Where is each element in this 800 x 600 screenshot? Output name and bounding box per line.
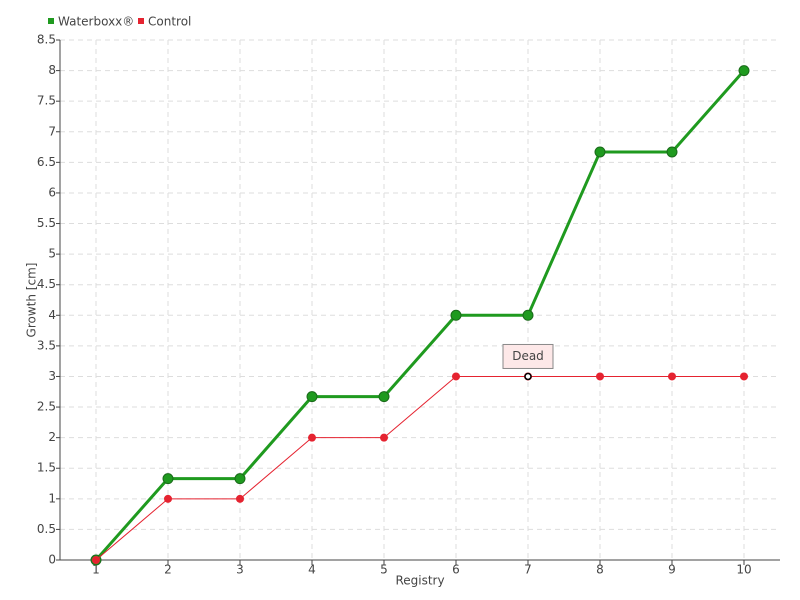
data-point bbox=[234, 473, 246, 485]
x-tick-label: 8 bbox=[596, 563, 604, 577]
y-tick-label: 6 bbox=[48, 185, 56, 199]
y-tick-label: 8.5 bbox=[37, 33, 56, 47]
y-tick-label: 2.5 bbox=[37, 400, 56, 414]
x-tick-label: 4 bbox=[308, 563, 316, 577]
x-axis-label: Registry bbox=[395, 574, 444, 588]
data-point bbox=[594, 146, 606, 158]
x-tick-label: 7 bbox=[524, 563, 532, 577]
x-tick-label: 5 bbox=[380, 563, 388, 577]
data-point bbox=[668, 372, 676, 381]
annotation-marker bbox=[524, 372, 532, 381]
y-tick-label: 4.5 bbox=[37, 277, 56, 291]
data-point bbox=[522, 309, 534, 321]
data-point bbox=[452, 372, 460, 381]
y-tick-label: 4 bbox=[48, 308, 56, 322]
data-point bbox=[450, 309, 462, 321]
data-point bbox=[740, 372, 748, 381]
y-tick-label: 6.5 bbox=[37, 155, 56, 169]
y-tick-label: 5.5 bbox=[37, 216, 56, 230]
y-tick-label: 0.5 bbox=[37, 522, 56, 536]
legend-label: Waterboxx® bbox=[58, 15, 134, 29]
x-tick-label: 9 bbox=[668, 563, 676, 577]
y-tick-label: 1 bbox=[48, 491, 56, 505]
y-tick-label: 3 bbox=[48, 369, 56, 383]
annotation-text: Dead bbox=[512, 349, 544, 363]
y-tick-label: 7 bbox=[48, 124, 56, 138]
data-point bbox=[92, 556, 100, 564]
x-tick-label: 1 bbox=[92, 563, 100, 577]
x-tick-label: 3 bbox=[236, 563, 244, 577]
data-point bbox=[164, 494, 172, 503]
annotation-box bbox=[502, 343, 554, 369]
data-point bbox=[596, 372, 604, 381]
series-line bbox=[95, 375, 744, 561]
data-point bbox=[380, 433, 388, 442]
y-tick-label: 0 bbox=[48, 553, 56, 567]
y-tick-label: 1.5 bbox=[37, 461, 56, 475]
x-tick-label: 10 bbox=[736, 563, 751, 577]
legend-swatch bbox=[48, 18, 54, 24]
data-point bbox=[378, 391, 390, 403]
data-point bbox=[306, 391, 318, 403]
x-tick-label: 2 bbox=[164, 563, 172, 577]
series-line bbox=[94, 69, 746, 561]
legend-swatch bbox=[138, 18, 144, 24]
data-point bbox=[236, 494, 244, 503]
data-point bbox=[666, 146, 678, 158]
y-tick-label: 2 bbox=[48, 430, 56, 444]
data-point bbox=[738, 65, 750, 77]
legend-label: Control bbox=[148, 15, 191, 29]
data-point bbox=[162, 473, 174, 485]
y-tick-label: 7.5 bbox=[37, 94, 56, 108]
y-tick-label: 3.5 bbox=[37, 338, 56, 352]
y-tick-label: 5 bbox=[48, 247, 56, 261]
y-axis-label: Growth [cm] bbox=[25, 263, 39, 338]
x-tick-label: 6 bbox=[452, 563, 460, 577]
data-point bbox=[308, 433, 316, 442]
y-tick-label: 8 bbox=[48, 63, 56, 77]
